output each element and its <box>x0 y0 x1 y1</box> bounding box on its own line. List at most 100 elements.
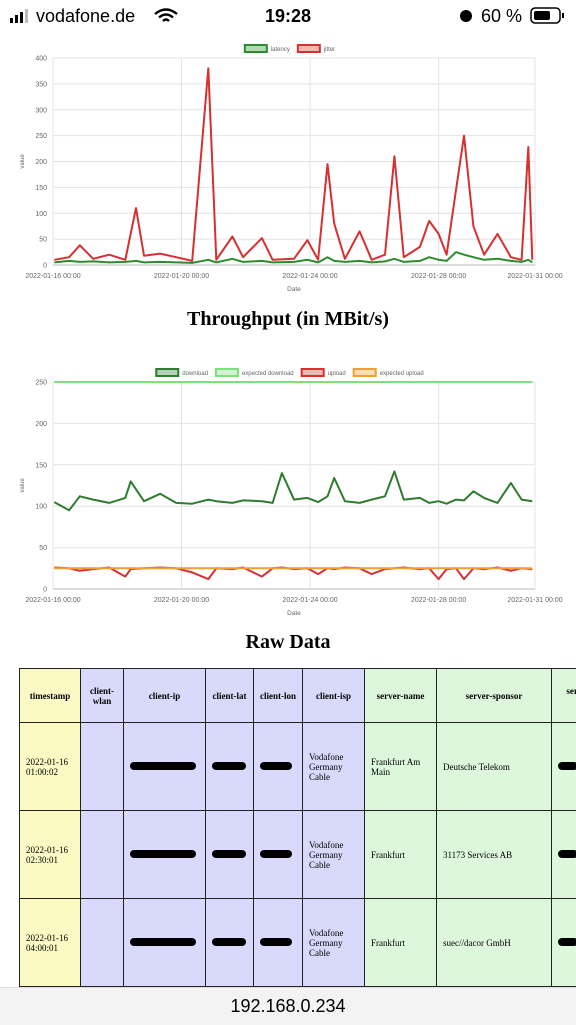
legend-swatch <box>216 369 238 376</box>
status-icons: vodafone.de 19:28 60 % <box>0 0 576 32</box>
signal-bar <box>10 18 13 23</box>
series-line <box>54 68 532 261</box>
legend-label: expected upload <box>380 371 424 377</box>
y-tick-label: 150 <box>35 462 47 469</box>
redaction <box>212 850 246 858</box>
column-header[interactable]: client-lon <box>254 669 303 723</box>
table-cell <box>124 723 206 811</box>
table-cell: 31173 Services AB <box>437 811 552 899</box>
table-cell: Frankfurt Am Main <box>365 723 437 811</box>
table-cell: Frankfurt <box>365 899 437 987</box>
legend-label: latency <box>271 47 290 53</box>
column-header[interactable]: timestamp <box>20 669 81 723</box>
table-cell <box>81 811 124 899</box>
x-tick-label: 2022-01-28 00:00 <box>411 273 466 280</box>
series-line <box>54 471 532 510</box>
table-cell <box>552 899 576 987</box>
y-axis-label: value <box>20 154 26 169</box>
wifi-icon <box>155 10 177 22</box>
column-header[interactable]: server-name <box>365 669 437 723</box>
y-tick-label: 200 <box>35 421 47 428</box>
redaction <box>212 762 246 770</box>
data-row: 2022-01-16 04:00:01 Vodafone Germany Cabl… <box>20 899 576 987</box>
y-tick-label: 300 <box>35 107 47 114</box>
legend-swatch <box>354 369 376 376</box>
redaction <box>212 938 246 946</box>
y-tick-label: 400 <box>35 56 47 63</box>
y-tick-label: 100 <box>35 211 47 218</box>
table-cell <box>254 811 303 899</box>
legend-item: latency <box>245 45 290 53</box>
redaction <box>260 938 292 946</box>
legend-label: expected download <box>242 371 294 377</box>
table-cell: Frankfurt <box>365 811 437 899</box>
table-cell: Vodafone Germany Cable <box>303 723 365 811</box>
url-bar[interactable]: 192.168.0.234 <box>0 987 576 1025</box>
column-header[interactable]: server-sponsor <box>437 669 552 723</box>
signal-bar <box>20 12 23 23</box>
raw-data-heading: Raw Data <box>0 631 576 654</box>
redaction <box>558 850 576 858</box>
legend-item: expected upload <box>354 369 424 377</box>
legend-swatch <box>245 45 267 52</box>
column-header[interactable]: server-distance (km) <box>552 669 576 723</box>
x-axis-label: Date <box>287 610 301 617</box>
legend-label: jitter <box>323 47 335 53</box>
legend-label: download <box>182 371 208 377</box>
y-tick-label: 150 <box>35 185 47 192</box>
status-bar: vodafone.de 19:28 60 % <box>0 0 576 32</box>
legend-swatch <box>302 369 324 376</box>
x-tick-label: 2022-01-20 00:00 <box>154 597 209 604</box>
table-cell <box>81 723 124 811</box>
y-axis-label: value <box>20 478 26 493</box>
redaction <box>260 850 292 858</box>
table-cell: Deutsche Telekom <box>437 723 552 811</box>
legend-label: upload <box>328 371 346 377</box>
y-tick-label: 250 <box>35 380 47 387</box>
redaction <box>130 850 196 858</box>
table-cell: 2022-01-16 01:00:02 <box>20 723 81 811</box>
table-cell: 2022-01-16 04:00:01 <box>20 899 81 987</box>
table-cell <box>124 899 206 987</box>
table-cell: 2022-01-16 02:30:01 <box>20 811 81 899</box>
battery-level <box>534 11 550 20</box>
legend-swatch <box>156 369 178 376</box>
clock: 19:28 <box>265 6 311 26</box>
signal-bar <box>15 15 18 23</box>
table-cell <box>81 899 124 987</box>
redaction <box>260 762 292 770</box>
x-tick-label: 2022-01-20 00:00 <box>154 273 209 280</box>
y-tick-label: 350 <box>35 81 47 88</box>
table-cell <box>552 723 576 811</box>
x-tick-label: 2022-01-16 00:00 <box>25 597 80 604</box>
column-header[interactable]: client-wlan <box>81 669 124 723</box>
y-tick-label: 50 <box>39 545 47 552</box>
chart-heading: Throughput (in MBit/s) <box>0 308 576 331</box>
y-tick-label: 100 <box>35 504 47 511</box>
y-tick-label: 0 <box>43 263 47 270</box>
battery-tip <box>562 13 564 18</box>
legend-item: upload <box>302 369 346 377</box>
x-tick-label: 2022-01-31 00:00 <box>507 597 562 604</box>
column-header[interactable]: client-lat <box>206 669 254 723</box>
redaction <box>130 938 196 946</box>
x-tick-label: 2022-01-24 00:00 <box>282 597 337 604</box>
legend-item: expected download <box>216 369 294 377</box>
battery-text: 60 % <box>481 6 522 26</box>
table-cell <box>206 899 254 987</box>
data-row: 2022-01-16 01:00:02 Vodafone Germany Cabl… <box>20 723 576 811</box>
y-tick-label: 200 <box>35 159 47 166</box>
table-cell <box>254 899 303 987</box>
table-cell: Vodafone Germany Cable <box>303 899 365 987</box>
table-cell <box>552 811 576 899</box>
column-header[interactable]: client-ip <box>124 669 206 723</box>
column-header[interactable]: client-isp <box>303 669 365 723</box>
redaction <box>558 762 576 770</box>
legend-item: download <box>156 369 208 377</box>
